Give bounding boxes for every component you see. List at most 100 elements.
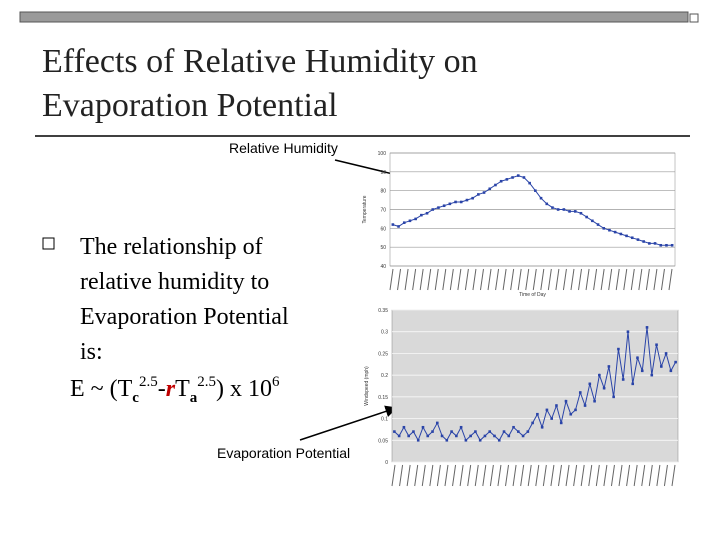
- data-point: [445, 438, 449, 442]
- formula-part: a: [190, 390, 198, 406]
- data-point: [412, 430, 415, 433]
- data-point: [539, 196, 543, 200]
- data-point: [534, 189, 537, 192]
- x-tick-label-stub: [495, 268, 500, 291]
- data-point: [407, 434, 410, 438]
- data-point: [425, 211, 429, 215]
- data-point: [431, 208, 435, 211]
- x-tick-label-stub: [648, 464, 653, 487]
- x-tick-label-stub: [525, 268, 530, 291]
- x-tick-label-stub: [618, 464, 623, 487]
- x-tick-label-stub: [630, 268, 635, 291]
- data-point: [477, 193, 480, 196]
- x-tick-label-stub: [527, 464, 532, 487]
- data-point: [497, 438, 501, 442]
- data-point: [421, 425, 425, 429]
- formula: E ~ (Tc2.5-rTa2.5) x 106: [70, 374, 280, 406]
- x-tick-label-stub: [593, 268, 598, 291]
- x-tick-label-stub: [603, 464, 608, 487]
- data-point: [664, 352, 668, 355]
- y-tick-label: 0.25: [378, 351, 388, 357]
- formula-part: r: [166, 376, 176, 402]
- data-point: [483, 434, 487, 438]
- data-point: [482, 191, 486, 194]
- formula-part: 6: [272, 374, 280, 390]
- annotation: Relative Humidity: [229, 140, 338, 156]
- data-point: [650, 373, 654, 377]
- bullet-line: relative humidity to: [80, 269, 269, 295]
- y-tick-label: 60: [380, 226, 386, 232]
- x-tick-label-stub: [482, 464, 487, 487]
- data-point: [442, 204, 446, 208]
- data-point: [391, 223, 395, 226]
- data-point: [665, 243, 668, 247]
- data-point: [660, 365, 663, 368]
- bullet-line: is:: [80, 339, 103, 365]
- x-tick-label-stub: [580, 464, 585, 487]
- data-point: [588, 382, 592, 386]
- x-tick-label-stub: [550, 464, 555, 487]
- x-tick-label-stub: [547, 268, 552, 291]
- y-tick-label: 90: [380, 170, 386, 176]
- data-point: [455, 434, 458, 438]
- data-point: [551, 206, 554, 209]
- x-tick-label-stub: [656, 464, 661, 487]
- bullet-line: The relationship of: [80, 234, 263, 260]
- y-tick-label: 0.1: [381, 417, 388, 423]
- y-tick-label: 0.3: [381, 330, 388, 336]
- x-tick-label-stub: [562, 268, 567, 291]
- x-tick-label-stub: [421, 464, 426, 487]
- data-point: [674, 360, 677, 364]
- data-point: [531, 421, 534, 425]
- x-tick-label-stub: [434, 268, 439, 291]
- x-tick-label-stub: [442, 268, 447, 291]
- x-tick-label-stub: [487, 268, 492, 291]
- data-point: [540, 425, 544, 429]
- y-tick-label: 80: [380, 189, 386, 195]
- data-point: [528, 181, 531, 185]
- x-tick-label-stub: [578, 268, 583, 291]
- data-point: [602, 227, 606, 230]
- x-tick-label-stub: [449, 268, 454, 291]
- x-tick-label-stub: [595, 464, 600, 487]
- data-point: [474, 430, 477, 433]
- data-point: [426, 434, 430, 438]
- data-point: [408, 219, 412, 223]
- bullet-line: Evaporation Potential: [80, 304, 289, 330]
- x-tick-label-stub: [535, 464, 540, 487]
- data-point: [608, 228, 611, 232]
- x-tick-label-stub: [419, 268, 424, 291]
- x-tick-label-stub: [399, 464, 404, 487]
- data-point: [593, 399, 596, 403]
- x-tick-label-stub: [472, 268, 477, 291]
- top-bar: [19, 11, 689, 23]
- y-tick-label: 50: [380, 245, 386, 251]
- data-point: [471, 196, 474, 200]
- x-tick-label-stub: [391, 464, 396, 487]
- data-point: [502, 430, 506, 433]
- x-tick-label-stub: [459, 464, 464, 487]
- data-point: [630, 236, 634, 240]
- x-tick-label-stub: [668, 268, 673, 291]
- formula-part: T: [175, 376, 190, 402]
- data-point: [648, 242, 651, 245]
- x-tick-label-stub: [626, 464, 631, 487]
- x-tick-label-stub: [565, 464, 570, 487]
- x-tick-label-stub: [389, 268, 394, 291]
- data-point: [636, 238, 640, 241]
- x-tick-label-stub: [406, 464, 411, 487]
- x-tick-label-stub: [641, 464, 646, 487]
- formula-part: ) x 10: [216, 376, 272, 402]
- x-tick-label-stub: [467, 464, 472, 487]
- data-point: [569, 412, 573, 416]
- x-tick-label-stub: [464, 268, 469, 291]
- data-point: [402, 221, 406, 224]
- data-point: [494, 183, 497, 187]
- y-tick-label: 0.15: [378, 395, 388, 401]
- data-point: [596, 223, 600, 226]
- data-point: [564, 399, 568, 403]
- data-point: [636, 356, 639, 360]
- x-tick-label-stub: [444, 464, 449, 487]
- data-point: [522, 176, 526, 179]
- data-point: [516, 174, 520, 177]
